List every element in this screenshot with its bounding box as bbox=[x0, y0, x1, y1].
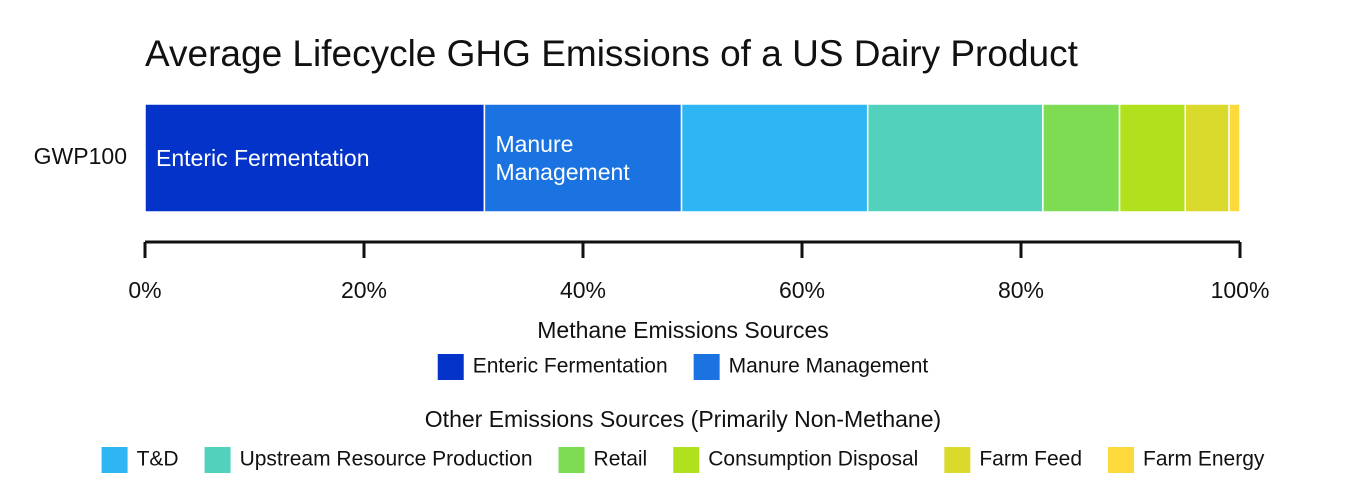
legend-label: T&D bbox=[137, 448, 179, 471]
bar-segment bbox=[483, 103, 683, 213]
legend-swatch bbox=[204, 447, 231, 473]
bar-segment bbox=[866, 103, 1044, 213]
segment-label: Enteric Fermentation bbox=[156, 145, 370, 171]
x-tick-label: 100% bbox=[1211, 277, 1270, 303]
segment-label-text: Manure Management bbox=[495, 131, 630, 185]
legend-swatch bbox=[944, 447, 971, 473]
bar-segment bbox=[680, 103, 869, 213]
legend-label: Enteric Fermentation bbox=[473, 355, 668, 378]
legend-title: Other Emissions Sources (Primarily Non-M… bbox=[425, 406, 941, 432]
legend-label: Consumption Disposal bbox=[708, 448, 918, 471]
legend-label: Farm Feed bbox=[979, 448, 1082, 471]
legend-swatch bbox=[693, 354, 720, 380]
segment-label-text: Enteric Fermentation bbox=[156, 145, 370, 171]
legend-swatch bbox=[558, 447, 585, 473]
bar-segment bbox=[1042, 103, 1121, 213]
bar-segment bbox=[144, 103, 486, 213]
legend-label: Retail bbox=[594, 448, 648, 471]
segment-label: Manure Management bbox=[495, 131, 630, 185]
legend-swatch bbox=[437, 354, 464, 380]
legend-label: Farm Energy bbox=[1143, 448, 1265, 471]
chart-title: Average Lifecycle GHG Emissions of a US … bbox=[145, 33, 1079, 74]
legend-swatch bbox=[101, 447, 128, 473]
x-tick-label: 20% bbox=[341, 277, 387, 303]
bar-segment bbox=[1228, 103, 1241, 213]
legend-label: Manure Management bbox=[729, 355, 929, 378]
x-tick-label: 80% bbox=[998, 277, 1044, 303]
x-tick-label: 40% bbox=[560, 277, 606, 303]
legend-swatch bbox=[1108, 447, 1135, 473]
x-tick-label: 0% bbox=[128, 277, 161, 303]
legend-label: Upstream Resource Production bbox=[240, 448, 533, 471]
x-tick-label: 60% bbox=[779, 277, 825, 303]
legend-swatch bbox=[673, 447, 700, 473]
y-tick-label: GWP100 bbox=[34, 143, 127, 169]
bar-segment bbox=[1184, 103, 1230, 213]
legend-title: Methane Emissions Sources bbox=[537, 317, 828, 343]
bar-segment bbox=[1118, 103, 1187, 213]
